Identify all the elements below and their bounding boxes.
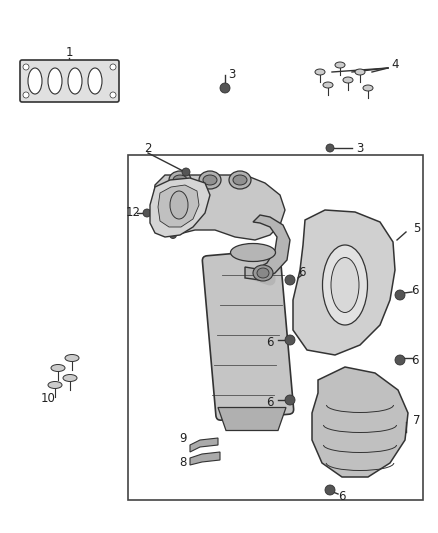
- Ellipse shape: [331, 257, 359, 312]
- Ellipse shape: [63, 375, 77, 382]
- Ellipse shape: [51, 365, 65, 372]
- Ellipse shape: [355, 69, 365, 75]
- Circle shape: [285, 275, 295, 285]
- FancyBboxPatch shape: [202, 250, 293, 420]
- Ellipse shape: [230, 244, 276, 262]
- Ellipse shape: [315, 69, 325, 75]
- Ellipse shape: [48, 68, 62, 94]
- Text: 6: 6: [266, 395, 274, 408]
- Bar: [128, 155, 423, 500]
- Polygon shape: [153, 175, 285, 240]
- Polygon shape: [312, 367, 408, 477]
- Ellipse shape: [65, 354, 79, 361]
- Circle shape: [325, 485, 335, 495]
- Ellipse shape: [233, 175, 247, 185]
- Ellipse shape: [170, 191, 188, 219]
- Ellipse shape: [199, 171, 221, 189]
- Ellipse shape: [28, 68, 42, 94]
- Circle shape: [23, 92, 29, 98]
- Circle shape: [110, 64, 116, 70]
- Text: 11: 11: [162, 212, 177, 224]
- Ellipse shape: [335, 62, 345, 68]
- Circle shape: [182, 168, 190, 176]
- Ellipse shape: [363, 85, 373, 91]
- Text: 6: 6: [266, 336, 274, 350]
- Text: 8: 8: [179, 456, 187, 469]
- Ellipse shape: [343, 77, 353, 83]
- Text: 3: 3: [356, 141, 364, 155]
- Ellipse shape: [253, 265, 273, 281]
- Circle shape: [285, 335, 295, 345]
- Circle shape: [285, 395, 295, 405]
- Ellipse shape: [88, 68, 102, 94]
- Polygon shape: [190, 438, 218, 452]
- Text: 6: 6: [411, 353, 419, 367]
- Ellipse shape: [229, 171, 251, 189]
- Ellipse shape: [169, 171, 191, 189]
- Text: 4: 4: [391, 59, 399, 71]
- Circle shape: [395, 290, 405, 300]
- Polygon shape: [190, 452, 220, 465]
- FancyBboxPatch shape: [20, 60, 119, 102]
- Circle shape: [395, 355, 405, 365]
- Polygon shape: [293, 210, 395, 355]
- Ellipse shape: [173, 175, 187, 185]
- Ellipse shape: [322, 245, 367, 325]
- Ellipse shape: [203, 175, 217, 185]
- Polygon shape: [150, 178, 210, 237]
- Text: 6: 6: [338, 490, 346, 504]
- Circle shape: [143, 209, 151, 217]
- Circle shape: [220, 83, 230, 93]
- Text: 6: 6: [411, 284, 419, 296]
- Circle shape: [326, 144, 334, 152]
- Ellipse shape: [48, 382, 62, 389]
- Text: 10: 10: [41, 392, 56, 405]
- Text: 6: 6: [298, 266, 306, 279]
- Text: 5: 5: [413, 222, 420, 235]
- Ellipse shape: [257, 268, 269, 278]
- Text: 2: 2: [144, 141, 152, 155]
- Text: 12: 12: [126, 206, 141, 220]
- Polygon shape: [158, 185, 199, 227]
- Text: 7: 7: [413, 414, 421, 426]
- Polygon shape: [245, 215, 290, 280]
- Polygon shape: [218, 408, 286, 431]
- Text: 9: 9: [179, 432, 187, 445]
- Circle shape: [110, 92, 116, 98]
- Ellipse shape: [323, 82, 333, 88]
- Ellipse shape: [68, 68, 82, 94]
- Circle shape: [23, 64, 29, 70]
- Text: 1: 1: [65, 45, 73, 59]
- Text: 3: 3: [228, 69, 236, 82]
- Circle shape: [170, 231, 177, 238]
